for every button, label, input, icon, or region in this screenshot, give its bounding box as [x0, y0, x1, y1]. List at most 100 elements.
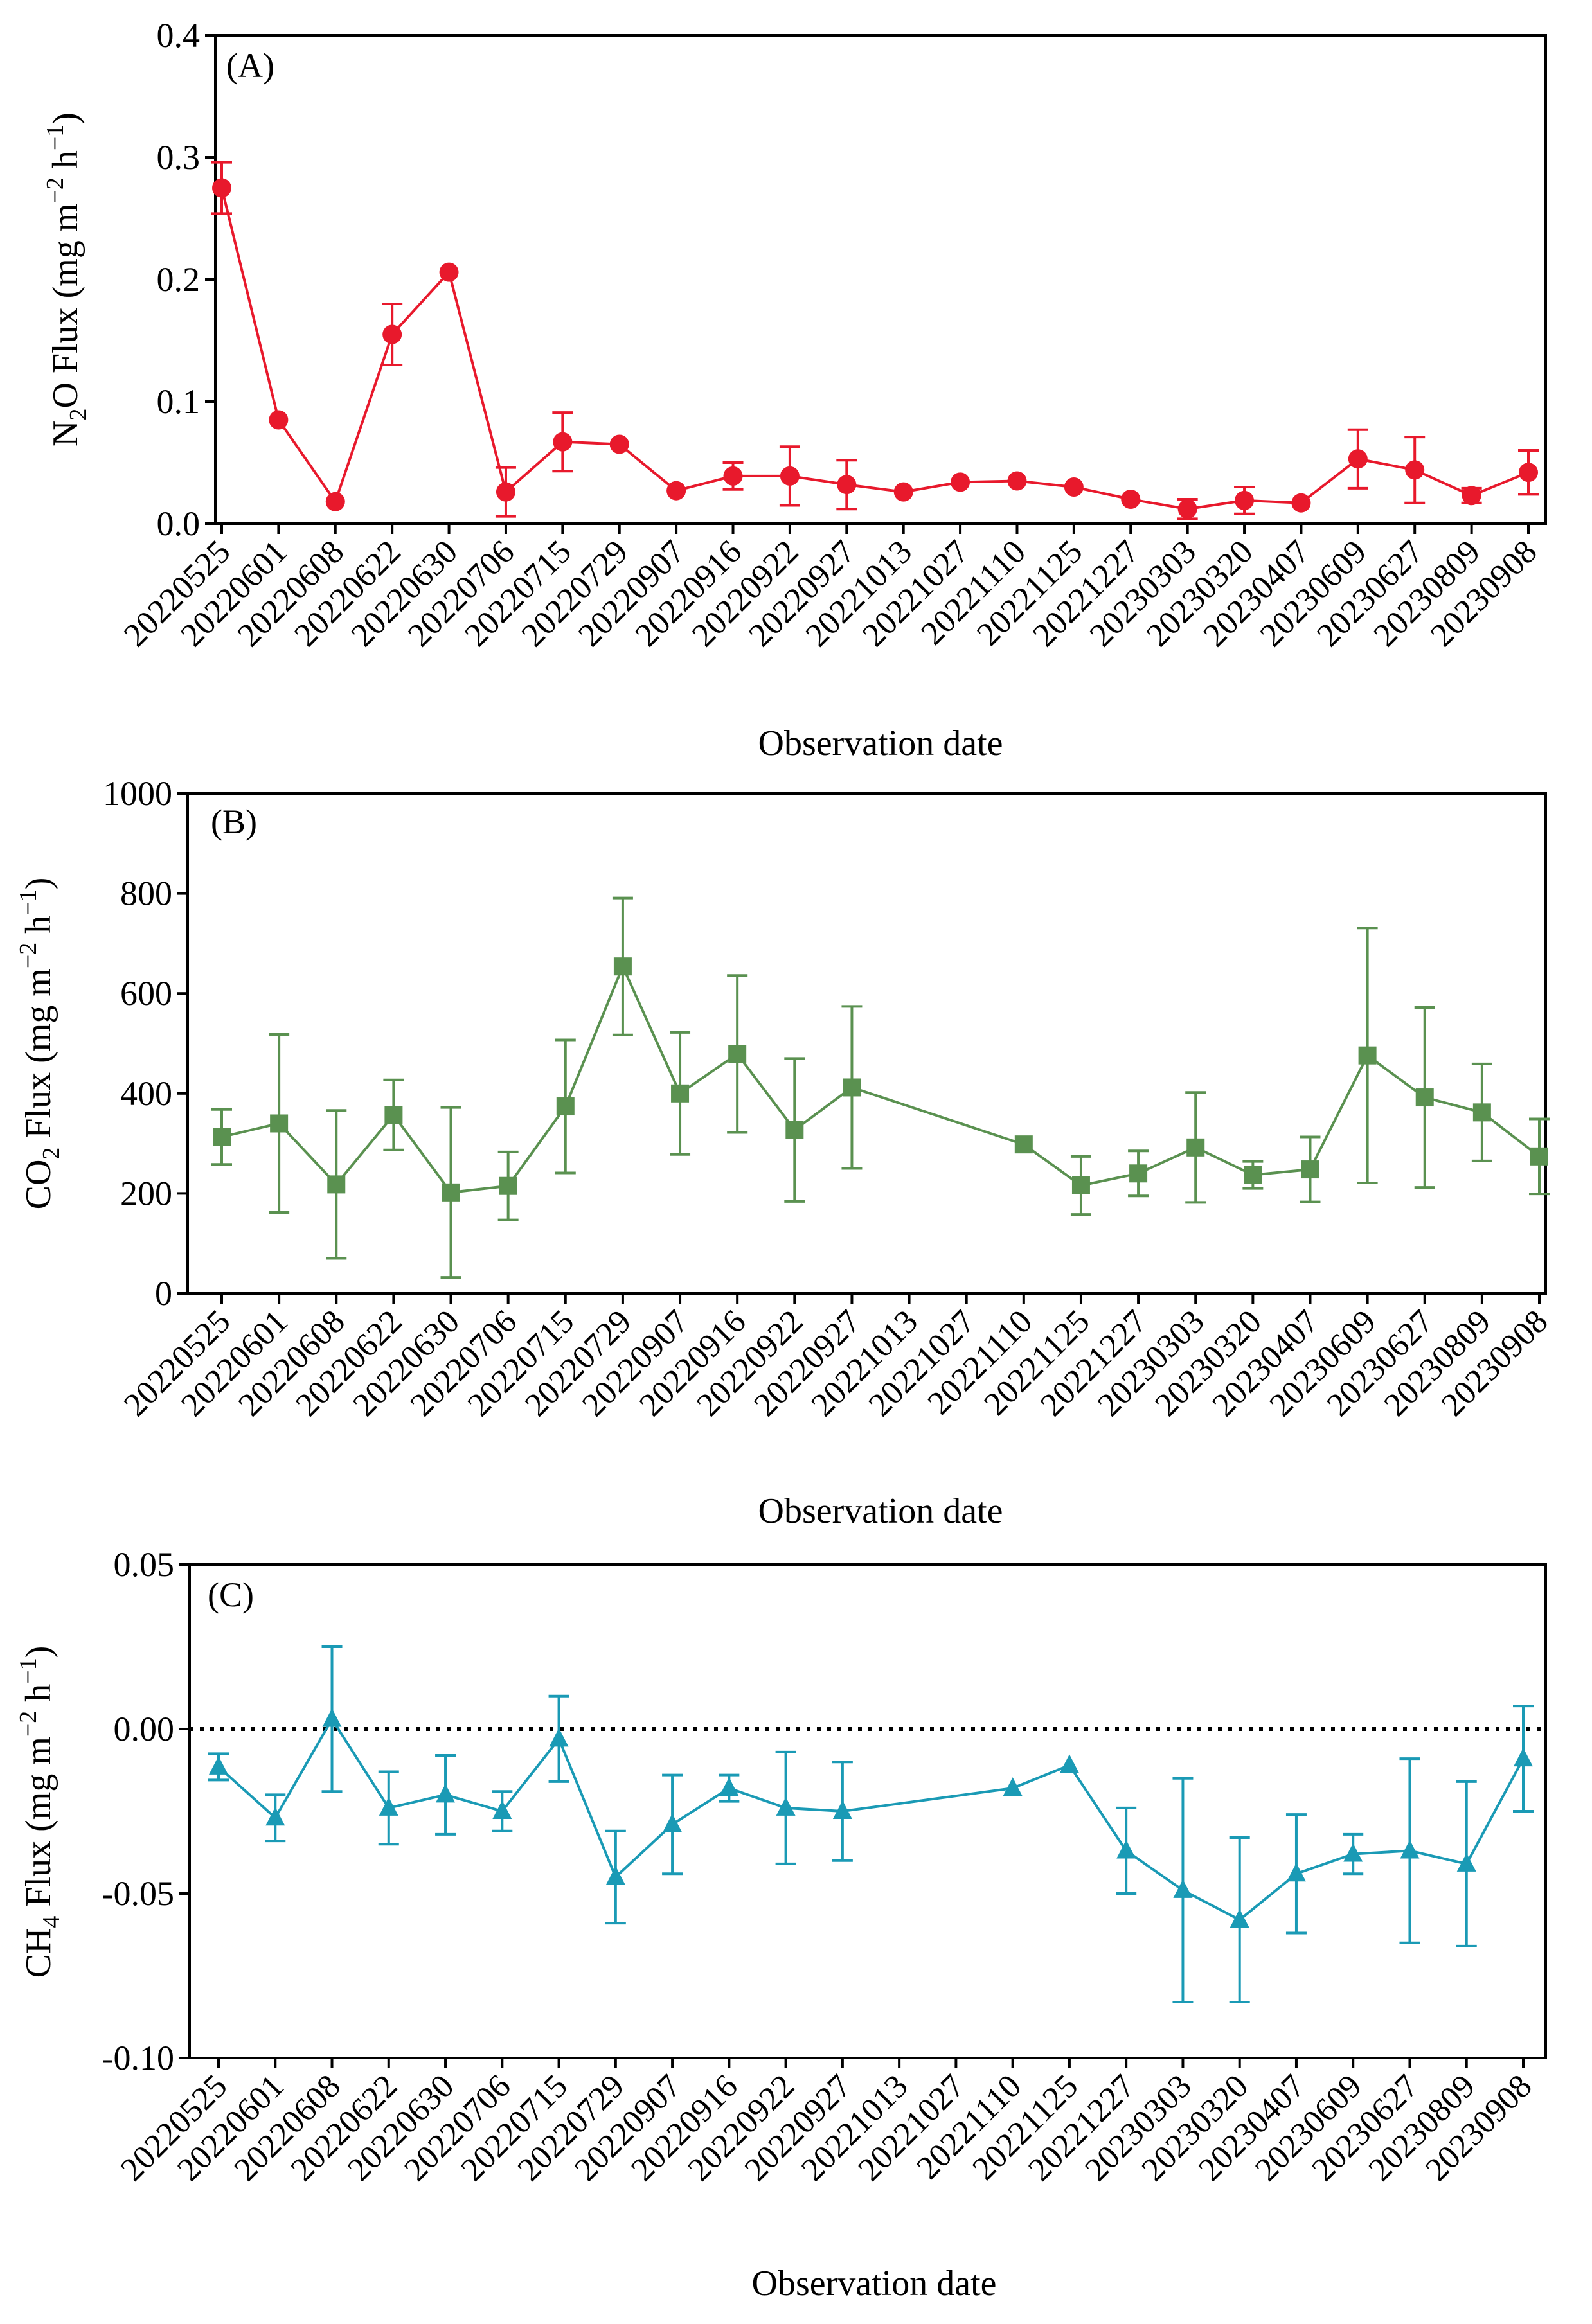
data-point: [1415, 1088, 1434, 1107]
data-point: [613, 957, 632, 976]
y-axis-title-rest: Flux (mg m: [19, 1737, 58, 1915]
data-point: [1235, 490, 1255, 510]
chart-marks: -0.10-0.050.000.052022052520220601202206…: [102, 1545, 1546, 2188]
y-axis-title-mid: h: [46, 150, 85, 177]
data-point: [1007, 471, 1027, 491]
data-point: [265, 1807, 285, 1826]
y-axis-title-sub: 2: [38, 1148, 65, 1160]
y-axis-title-main: N: [46, 421, 85, 447]
y-axis-title: CO2 Flux (mg m−2 h−1): [15, 878, 65, 1210]
y-tick-label: 0: [155, 1274, 172, 1313]
data-point: [492, 1800, 512, 1819]
y-axis-title-end: ): [46, 112, 85, 125]
data-point: [663, 1813, 683, 1832]
data-point: [325, 492, 345, 511]
x-axis-title: Observation date: [758, 1491, 1003, 1531]
data-point: [1286, 1863, 1306, 1882]
panel-c: (C) Observation date CH4 Flux (mg m−2 h−…: [15, 1545, 1547, 2303]
y-axis-title-sup1: −2: [42, 177, 69, 203]
data-point: [666, 481, 686, 501]
data-point: [496, 482, 515, 502]
data-point: [322, 1708, 342, 1727]
x-axis-title: Observation date: [752, 2264, 997, 2303]
data-point: [893, 482, 913, 502]
plot-frame: [188, 1563, 1547, 2059]
y-axis-title-sup2: −1: [15, 889, 42, 915]
y-axis-title-end: ): [19, 1646, 58, 1658]
y-tick-label: 400: [120, 1074, 172, 1113]
data-point: [1514, 1748, 1533, 1767]
data-point: [843, 1078, 861, 1097]
data-point: [212, 178, 231, 198]
series-line: [221, 963, 1541, 1194]
data-point: [1003, 1777, 1023, 1796]
y-tick-label: 0.3: [157, 138, 201, 177]
data-point: [605, 1866, 625, 1885]
data-point: [776, 1796, 796, 1816]
data-point: [1462, 486, 1481, 506]
data-point: [723, 466, 743, 486]
data-point: [780, 466, 800, 486]
data-point: [1405, 460, 1425, 480]
data-point: [1064, 477, 1084, 497]
data-point: [1071, 1176, 1090, 1194]
data-point: [1400, 1840, 1420, 1859]
y-axis-title-end: ): [19, 878, 58, 890]
y-tick-label: -0.10: [102, 2039, 174, 2077]
panel-a: (A) Observation date N2O Flux (mg m−2 h−…: [42, 16, 1547, 763]
y-axis-title: CH4 Flux (mg m−2 h−1): [15, 1646, 65, 1978]
y-tick-label: -0.05: [102, 1874, 174, 1913]
y-axis-title-sup2: −1: [15, 1658, 42, 1683]
data-point: [269, 410, 289, 430]
data-point: [384, 1106, 403, 1124]
data-point: [379, 1796, 398, 1816]
y-axis-title-rest: Flux (mg m: [19, 968, 58, 1147]
chart-marks: 0.00.10.20.30.42022052520220601202206082…: [117, 16, 1544, 654]
data-point: [1348, 449, 1368, 469]
data-point: [1121, 490, 1141, 509]
data-point: [270, 1114, 289, 1133]
data-point: [442, 1183, 460, 1202]
y-tick-label: 0.4: [157, 16, 201, 55]
data-point: [439, 262, 459, 282]
y-tick-label: 0.2: [157, 260, 201, 299]
y-axis-title-sup2: −1: [42, 125, 69, 150]
data-point: [1472, 1103, 1491, 1122]
data-point: [1519, 463, 1538, 483]
data-point: [785, 1121, 804, 1139]
y-axis-title-sub: 2: [65, 409, 92, 421]
panel-label: (C): [208, 1575, 254, 1614]
data-point: [1186, 1138, 1205, 1157]
chart-marks: 0200400600800100020220525202206012022060…: [103, 774, 1555, 1424]
data-point: [1173, 1879, 1193, 1898]
data-point: [1343, 1843, 1363, 1862]
data-point: [1230, 1908, 1249, 1928]
panel-label: (B): [211, 803, 257, 841]
data-point: [436, 1784, 456, 1803]
y-tick-label: 800: [120, 874, 172, 913]
y-tick-label: 0.0: [157, 504, 201, 543]
data-point: [951, 472, 970, 492]
data-point: [609, 434, 629, 454]
data-point: [382, 324, 402, 344]
plot-frame: [186, 792, 1547, 1295]
data-point: [1456, 1852, 1476, 1872]
series-line: [217, 1716, 1525, 1922]
y-axis-title-mid: h: [19, 916, 58, 943]
data-point: [549, 1728, 569, 1747]
data-point: [1358, 1046, 1377, 1065]
y-axis-title-mid: h: [19, 1684, 58, 1711]
y-axis-title-sub: 4: [38, 1916, 65, 1928]
y-axis-title-rest: O Flux (mg m: [46, 204, 85, 409]
data-point: [1177, 499, 1197, 519]
data-point: [327, 1175, 346, 1194]
data-point: [209, 1755, 228, 1775]
data-point: [1116, 1840, 1136, 1859]
data-point: [213, 1128, 231, 1146]
y-axis-title-main: CH: [19, 1928, 58, 1978]
y-tick-label: 200: [120, 1174, 172, 1212]
data-point: [1530, 1147, 1548, 1166]
data-point: [837, 475, 857, 495]
data-point: [553, 432, 573, 452]
